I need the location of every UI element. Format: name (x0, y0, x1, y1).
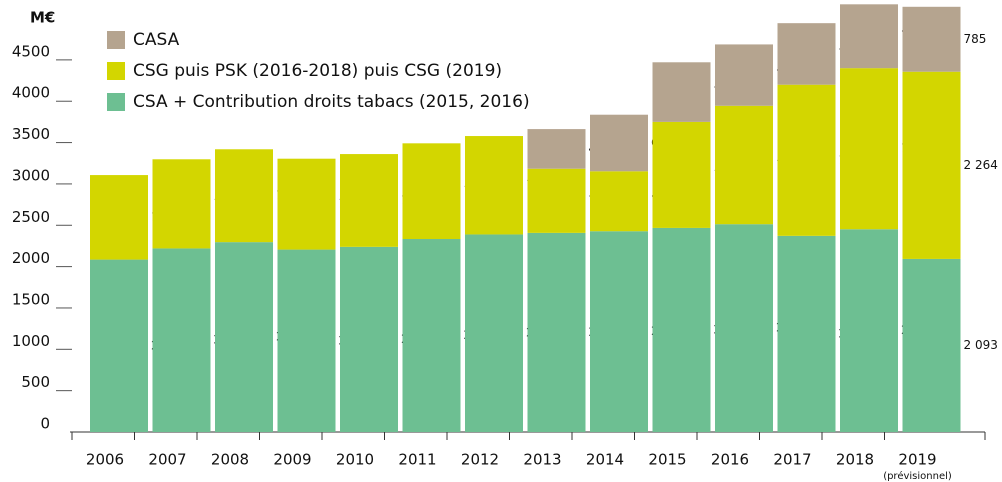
x-tick-label: 2008 (211, 451, 249, 469)
y-tick-label: 4500 (12, 42, 50, 60)
note: (prévisionnel) (883, 470, 952, 482)
bar-segment (340, 154, 398, 247)
bar-segment (590, 231, 648, 432)
y-tick-label: 3500 (12, 125, 50, 143)
legend-swatch (107, 62, 125, 80)
legend-label: CSG puis PSK (2016-2018) puis CSG (2019) (133, 61, 502, 81)
y-tick-label: 1000 (12, 332, 50, 350)
bar-segment (402, 238, 461, 432)
bar-segment (277, 249, 336, 432)
x-tick-label: 2016 (711, 451, 749, 469)
bar-segment (527, 168, 586, 233)
y-tick-label: 2500 (12, 208, 50, 226)
y-tick-label: 2000 (12, 249, 50, 267)
legend-swatch (107, 31, 125, 49)
bar-segment (840, 68, 898, 230)
bar-segment (340, 246, 398, 432)
bar-segment (715, 224, 773, 432)
x-tick-label: 2012 (461, 451, 499, 469)
bar-segment (715, 105, 773, 225)
x-tick-label: 2013 (523, 451, 561, 469)
bar-segment (90, 175, 148, 260)
x-tick-label: 2015 (648, 451, 686, 469)
bar-segment (465, 234, 523, 432)
bar-segment (465, 136, 523, 235)
y-tick-label: 0 (40, 415, 50, 433)
value-label: 785 (964, 32, 987, 46)
y-tick-label: 500 (21, 373, 50, 391)
bar-segment (90, 259, 148, 432)
bar-segment (840, 229, 898, 432)
unit-label: M€ (30, 9, 55, 27)
x-tick-label: 2018 (836, 451, 874, 469)
x-tick-label: 2019 (898, 451, 936, 469)
bar-segment (902, 71, 961, 259)
y-tick-label: 1500 (12, 290, 50, 308)
x-tick-label: 2006 (86, 451, 124, 469)
bar-segment (590, 171, 648, 232)
bar-segment (902, 6, 961, 72)
bar-segment (590, 114, 648, 172)
bar-segment (652, 121, 711, 228)
x-tick-label: 2011 (398, 451, 436, 469)
x-tick-label: 2014 (586, 451, 624, 469)
bar-segment (215, 149, 273, 243)
bar-segment (840, 4, 898, 69)
bar-segment (902, 258, 961, 432)
bar-segment (402, 143, 461, 239)
bar-segment (215, 242, 273, 432)
y-tick-label: 3000 (12, 166, 50, 184)
x-tick-label: 2007 (148, 451, 186, 469)
bar-segment (777, 235, 836, 432)
bar-segment (277, 158, 336, 250)
legend-label: CSA + Contribution droits tabacs (2015, … (133, 92, 530, 112)
bar-segment (652, 227, 711, 432)
bar-segment (652, 62, 711, 122)
value-label: 2 264 (964, 158, 998, 172)
bar-segment (777, 23, 836, 85)
legend-label: CASA (133, 30, 180, 50)
x-tick-label: 2017 (773, 451, 811, 469)
x-tick-label: 2009 (273, 451, 311, 469)
bar-segment (777, 84, 836, 236)
bar-segment (715, 44, 773, 106)
bar-segment (527, 232, 586, 432)
value-label: 2 093 (964, 338, 998, 352)
x-tick-label: 2010 (336, 451, 374, 469)
legend-swatch (107, 93, 125, 111)
bar-segment (152, 159, 211, 249)
bar-segment (152, 248, 211, 432)
y-tick-label: 4000 (12, 84, 50, 102)
bar-segment (527, 129, 586, 169)
